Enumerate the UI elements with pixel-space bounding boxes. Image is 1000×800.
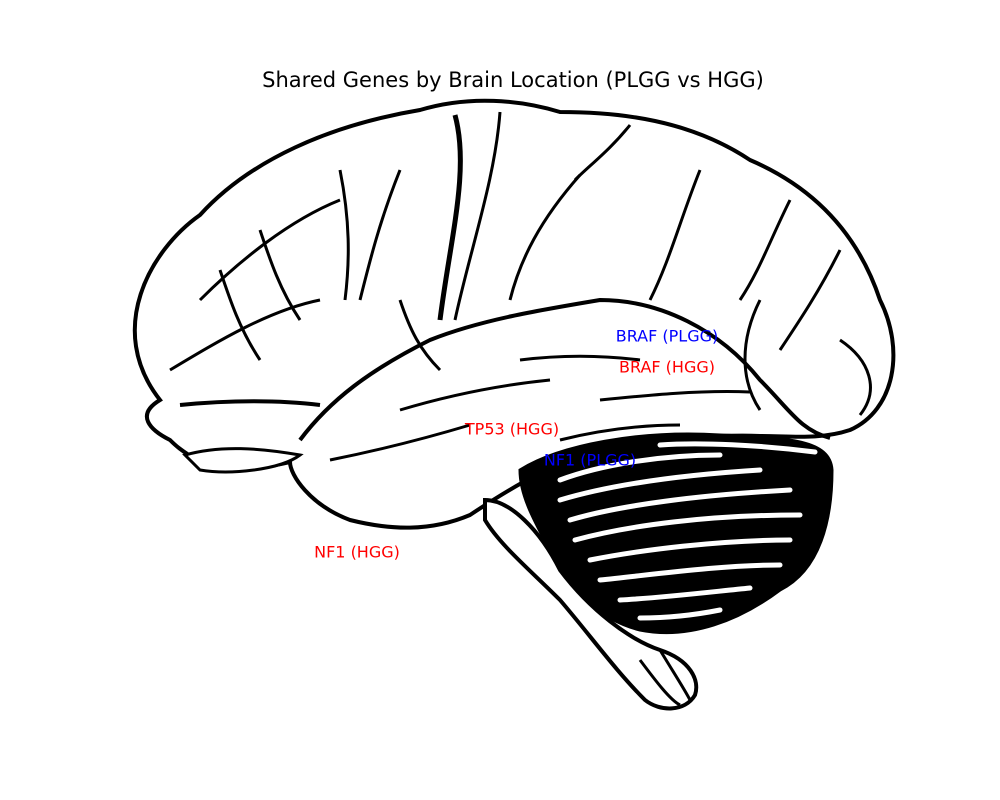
brainstem bbox=[483, 497, 699, 711]
label-braf-plgg: BRAF (PLGG) bbox=[615, 326, 719, 346]
figure-title: Shared Genes by Brain Location (PLGG vs … bbox=[262, 68, 764, 92]
label-braf-hgg: BRAF (HGG) bbox=[619, 357, 715, 377]
orbital-lobe bbox=[182, 447, 304, 474]
label-nf1-hgg: NF1 (HGG) bbox=[314, 542, 400, 562]
label-tp53-hgg: TP53 (HGG) bbox=[464, 419, 560, 439]
central-sulcus bbox=[437, 114, 463, 321]
label-nf1-plgg: NF1 (PLGG) bbox=[543, 450, 637, 470]
temporal-lobe bbox=[298, 297, 831, 442]
cerebellum-folia bbox=[557, 441, 818, 621]
